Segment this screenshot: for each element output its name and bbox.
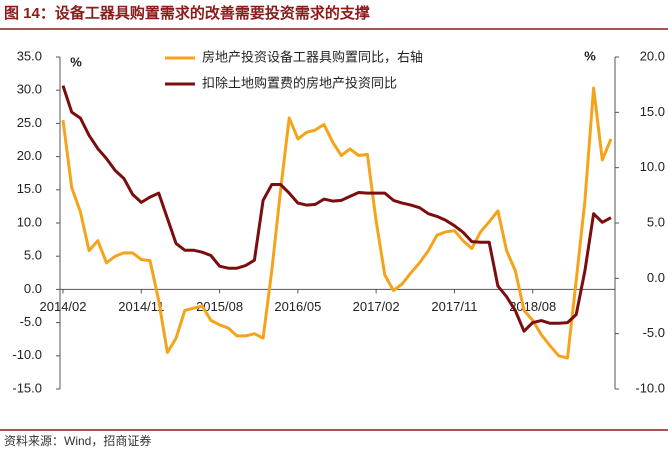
x-tick-label: 2017/02: [353, 299, 400, 314]
y2-tick-label: 10.0: [640, 159, 665, 174]
y2-tick-label: 20.0: [640, 48, 665, 63]
y-tick-label: -15.0: [12, 380, 42, 395]
y-tick-label: -5.0: [20, 314, 42, 329]
source-note: 资料来源：Wind，招商证券: [4, 433, 151, 448]
legend-label: 扣除土地购置费的房地产投资同比: [202, 75, 397, 90]
y2-tick-label: 5.0: [647, 214, 665, 229]
y-tick-label: 5.0: [24, 248, 42, 263]
y-tick-label: 0.0: [24, 281, 42, 296]
series-line: [61, 86, 613, 360]
y-axis-unit: %: [70, 54, 82, 69]
y2-axis-unit: %: [584, 48, 596, 63]
y-tick-label: -10.0: [12, 347, 42, 362]
y-tick-label: 15.0: [17, 181, 42, 196]
y-tick-label: 10.0: [17, 214, 42, 229]
y-tick-label: 30.0: [17, 82, 42, 97]
y2-tick-label: 15.0: [640, 104, 665, 119]
legend-label: 房地产投资设备工器具购置同比，右轴: [202, 49, 423, 64]
y2-tick-label: -10.0: [635, 380, 665, 395]
x-tick-label: 2014/11: [118, 299, 164, 314]
x-tick-label: 2015/08: [196, 299, 243, 314]
y2-tick-label: 0.0: [647, 270, 665, 285]
y2-tick-label: -5.0: [643, 325, 665, 340]
series-line: [61, 85, 612, 333]
x-tick-label: 2016/05: [274, 299, 321, 314]
chart-title: 图 14：设备工器具购置需求的改善需要投资需求的支撑: [4, 4, 370, 22]
y-tick-label: 25.0: [17, 115, 42, 130]
y-tick-label: 20.0: [17, 148, 42, 163]
x-tick-label: 2017/11: [431, 299, 477, 314]
y-tick-label: 35.0: [17, 48, 42, 63]
x-tick-label: 2014/02: [40, 299, 87, 314]
